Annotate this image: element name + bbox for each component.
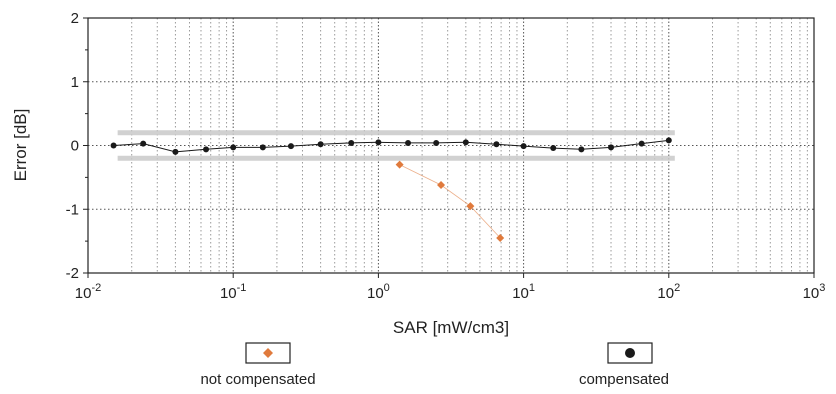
x-tick-label: 10-2 <box>75 282 101 302</box>
data-point <box>462 139 469 146</box>
data-point <box>375 139 382 146</box>
upper-limit-band <box>117 130 675 136</box>
data-point <box>405 139 412 146</box>
legend: not compensated compensated <box>200 342 669 388</box>
legend-item-compensated: compensated <box>579 342 669 388</box>
x-tick-label: 10-1 <box>220 282 246 302</box>
data-point <box>203 146 210 153</box>
data-point <box>348 139 355 146</box>
data-point <box>317 141 324 148</box>
data-point <box>437 181 446 190</box>
data-point <box>578 146 585 153</box>
data-point <box>140 140 147 147</box>
x-tick-label: 103 <box>803 282 826 302</box>
data-point <box>287 143 294 150</box>
legend-marker <box>263 348 273 358</box>
data-point <box>172 148 179 155</box>
data-point <box>638 140 645 147</box>
legend-item-not-compensated: not compensated <box>200 342 316 388</box>
series-compensated <box>110 137 672 155</box>
grid-layer <box>87 17 815 274</box>
x-tick-label: 100 <box>367 282 390 302</box>
y-axis-ticks: 2 1 0 -1 -2 <box>66 10 88 282</box>
y-tick-label: 0 <box>71 138 79 155</box>
x-axis-ticks: 10-2 10-1 100 101 102 103 <box>75 273 826 302</box>
series-layer <box>110 137 672 242</box>
x-tick-label: 101 <box>512 282 535 302</box>
y-tick-label: -2 <box>66 265 79 282</box>
data-point <box>665 137 672 144</box>
series-not-compensated <box>395 160 505 242</box>
y-tick-label: 1 <box>71 74 79 91</box>
y-tick-label: 2 <box>71 10 79 27</box>
data-point <box>466 202 475 211</box>
lower-limit-band <box>117 155 675 161</box>
x-tick-label: 102 <box>657 282 680 302</box>
data-point <box>230 144 237 151</box>
x-axis-label: SAR [mW/cm3] <box>393 318 509 337</box>
legend-marker <box>625 348 635 358</box>
series-line <box>399 164 501 239</box>
data-point <box>433 139 440 146</box>
series-line <box>113 139 669 153</box>
legend-label: compensated <box>579 371 669 388</box>
y-tick-label: -1 <box>66 201 79 218</box>
data-point <box>110 142 117 149</box>
data-point <box>395 160 404 169</box>
data-point <box>550 145 557 152</box>
data-point <box>608 144 615 151</box>
data-point <box>259 144 266 151</box>
data-point <box>496 233 505 242</box>
uncertainty-band <box>117 130 675 161</box>
y-axis-label: Error [dB] <box>11 109 30 182</box>
data-point <box>493 141 500 148</box>
legend-label: not compensated <box>200 371 315 388</box>
data-point <box>520 143 527 150</box>
